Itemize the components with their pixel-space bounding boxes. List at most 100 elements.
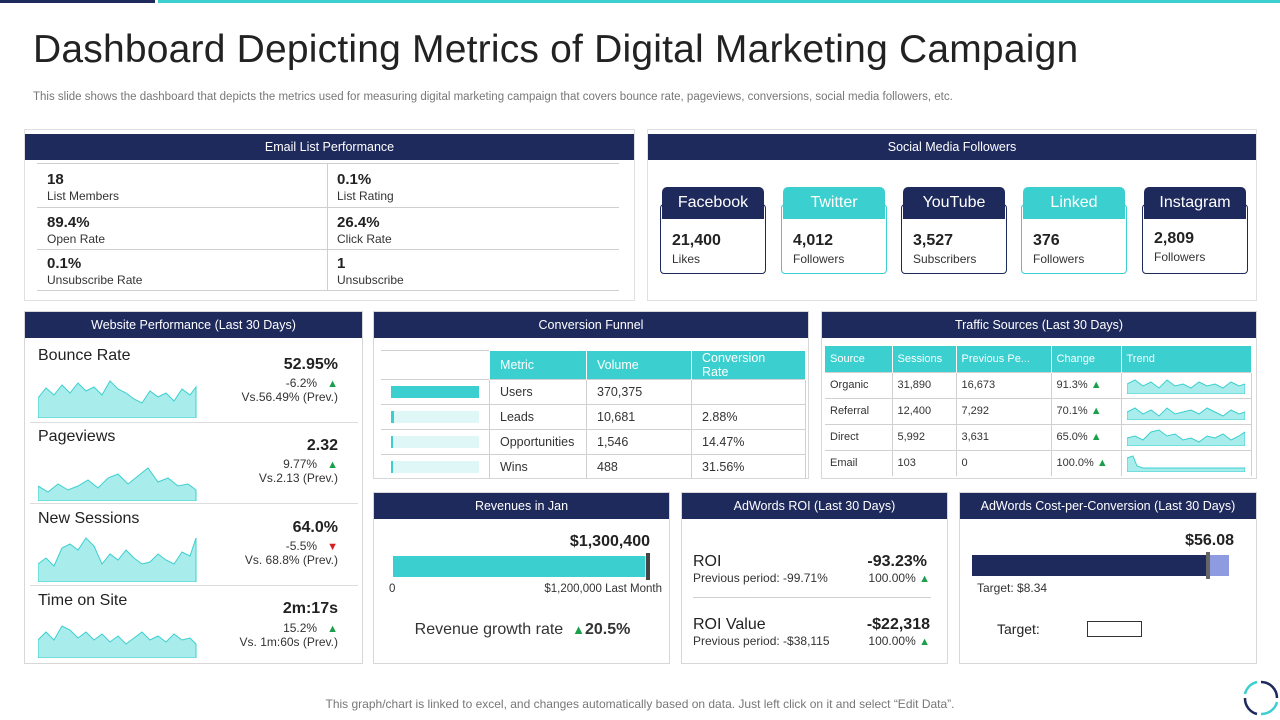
cpc-target-label: Target: [997,621,1040,637]
table-cell: Wins [489,453,587,479]
metric-value: 26.4% [337,214,380,231]
revenue-target-marker [646,553,650,580]
table-cell: Users [489,378,587,404]
follower-unit: Subscribers [913,252,977,266]
metric-label: Unsubscribe Rate [47,273,143,287]
cpc-value: $56.08 [1185,532,1234,549]
new-sessions-sparkline [38,537,197,582]
table-row: Opportunities 1,546 14.47% [381,428,806,454]
up-arrow-icon: ▲ [327,459,338,471]
adwords-cpc-header: AdWords Cost-per-Conversion (Last 30 Day… [960,493,1256,519]
email-list-members: 18 List Members [37,166,327,208]
up-arrow-icon: ▲ [327,378,338,390]
metric-change: 9.77% ▲ [283,457,338,471]
table-cell [691,378,806,404]
table-cell: 488 [586,453,692,479]
twitter-card: 4,012 Followers [781,204,887,274]
organic-trend-sparkline [1126,378,1245,394]
table-cell: Leads [489,403,587,429]
page-title: Dashboard Depicting Metrics of Digital M… [33,28,1079,71]
follower-unit: Followers [1154,250,1206,264]
revenue-bar-track [393,553,650,580]
email-unsubscribe-rate: 0.1% Unsubscribe Rate [37,250,327,292]
table-header: Source [825,346,893,372]
table-cell: 16,673 [956,371,1052,398]
revenue-amount: $1,300,400 [569,533,650,550]
roi-divider [693,597,931,598]
growth-label: Revenue growth rate [414,621,564,638]
follower-unit: Followers [1033,252,1085,266]
table-cell-change: 100.0% ▲ [1051,449,1122,476]
cpc-marker [1206,552,1210,579]
metric-value: 1 [337,255,346,272]
metric-value: 89.4% [47,214,90,231]
bounce-rate-sparkline [38,380,197,418]
up-arrow-icon: ▲ [1090,431,1102,443]
metric-value: 0.1% [337,171,372,188]
table-cell: 12,400 [892,397,957,424]
table-row: Organic 31,890 16,673 91.3% ▲ [825,371,1252,398]
roi-label: ROI [693,553,722,570]
revenue-axis-min: 0 [389,583,396,595]
change-value: 100.0% [1056,457,1094,470]
email-list-rating: 0.1% List Rating [327,166,617,208]
table-cell: Organic [825,371,893,398]
change-value: 100.00% [868,634,916,648]
revenues-panel: Revenues in Jan $1,300,400 0 $1,200,000 … [373,492,670,664]
follower-unit: Followers [793,252,845,266]
cpc-target-text: Target: $8.34 [977,581,1048,595]
metric-name: Pageviews [38,428,116,445]
up-arrow-icon: ▲ [327,623,338,635]
metric-value: 18 [47,171,64,188]
email-list-panel: Email List Performance 18 List Members 0… [24,129,635,301]
pageviews-row: Pageviews 2.32 9.77% ▲ Vs.2.13 (Prev.) [30,424,358,504]
funnel-bar-cell [381,428,490,454]
down-arrow-icon: ▼ [327,541,338,553]
bar-column-header [381,350,490,379]
cpc-target-input[interactable] [1087,621,1142,637]
up-arrow-icon: ▲ [572,622,585,637]
table-cell: Opportunities [489,428,587,454]
traffic-sources-panel: Traffic Sources (Last 30 Days) Source Se… [821,311,1257,479]
table-header: Change [1051,346,1122,372]
traffic-table: Source Sessions Previous Pe... Change Tr… [825,346,1252,476]
metric-value: 2m:17s [282,600,338,617]
email-list-header: Email List Performance [25,134,634,160]
table-row: Referral 12,400 7,292 70.1% ▲ [825,397,1252,424]
metric-value: 64.0% [292,519,338,536]
cpc-bar-track [972,552,1229,579]
roi-change: 100.00% ▲ [868,571,930,585]
email-click-rate: 26.4% Click Rate [327,209,617,251]
up-arrow-icon: ▲ [1090,379,1102,391]
roi-prev: Previous period: -99.71% [693,571,828,585]
roi-value-label: ROI Value [693,616,766,633]
metric-name: Bounce Rate [38,347,131,364]
metric-label: Unsubscribe [337,273,404,287]
table-row: Email 103 0 100.0% ▲ [825,449,1252,476]
table-header: Trend [1121,346,1252,372]
funnel-bar-users [391,385,479,398]
table-header: Conversion Rate [691,350,806,379]
metric-prev: Vs. 68.8% (Prev.) [244,553,338,567]
table-cell: 31.56% [691,453,806,479]
table-header: Volume [586,350,692,379]
conversion-funnel-header: Conversion Funnel [374,312,808,338]
top-accent-dark [0,0,155,3]
up-arrow-icon: ▲ [919,573,930,585]
roi-value: -93.23% [867,553,927,570]
funnel-bar-cell [381,403,490,429]
adwords-roi-panel: AdWords ROI (Last 30 Days) ROI Previous … [681,492,948,664]
metric-value: 0.1% [47,255,82,272]
follower-count: 21,400 [672,232,721,249]
youtube-card: 3,527 Subscribers [901,204,1007,274]
metric-value: 52.95% [283,356,338,373]
referral-trend-sparkline [1126,406,1245,420]
cpc-bar-fill [972,555,1208,576]
metric-name: Time on Site [38,592,128,609]
facebook-card: 21,400 Likes [660,204,766,274]
change-value: -5.5% [285,539,318,553]
funnel-bar-wins [391,460,393,473]
top-accent-teal [158,0,1280,3]
up-arrow-icon: ▲ [1090,405,1102,417]
youtube-tab: YouTube [903,187,1005,219]
